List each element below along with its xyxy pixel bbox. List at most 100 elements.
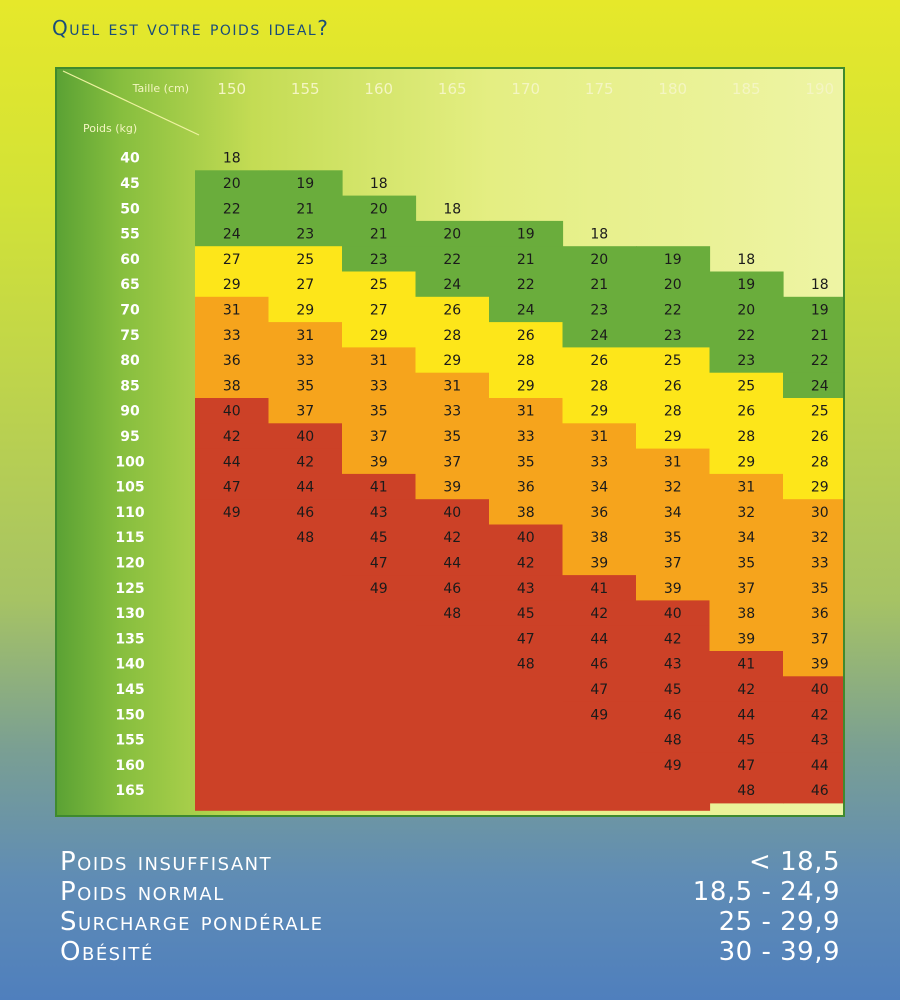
bmi-value-label: 20 [737,302,755,318]
bmi-cell [415,398,490,424]
bmi-value-label: 26 [443,302,461,318]
bmi-cell [562,473,637,500]
bmi-value-label: 22 [517,277,535,293]
bmi-value-label: 25 [664,353,682,369]
bmi-value-label: 48 [443,606,461,622]
bmi-cell [489,347,564,374]
bmi-cell [783,676,843,703]
bmi-value-label: 18 [370,176,388,192]
bmi-value-label: 18 [811,277,829,293]
bmi-value-label: 42 [296,454,314,470]
bmi-cell [489,549,564,576]
bmi-value-label: 29 [517,378,535,394]
weight-tick-label: 135 [115,631,144,647]
bmi-value-label: 39 [590,555,608,571]
bmi-value-label: 40 [223,404,241,420]
bmi-cell [709,524,784,551]
bmi-value-label: 31 [664,454,682,470]
bmi-value-label: 37 [737,581,755,597]
bmi-value-label: 41 [737,657,755,673]
bmi-cell [342,575,417,601]
legend-row-underweight: Poids insuffisant < 18,5 [60,847,840,877]
bmi-cell [415,220,490,247]
bmi-cell [489,372,564,399]
bmi-value-label: 42 [443,530,461,546]
bmi-cell [709,777,784,804]
bmi-cell [342,220,417,247]
bmi-value-label: 19 [517,227,535,243]
bmi-cell [415,423,490,450]
bmi-value-label: 21 [811,328,829,344]
bmi-cell [783,322,843,348]
bmi-cell [709,625,784,652]
bmi-cell [562,701,637,728]
bmi-value-label: 33 [296,353,314,369]
bmi-cell [415,600,490,627]
legend-range: 25 - 29,9 [718,907,840,937]
bmi-value-label: 38 [590,530,608,546]
height-tick-label: 155 [291,80,320,98]
bmi-value-label: 36 [590,505,608,521]
bmi-cell [268,473,343,500]
bmi-value-label: 18 [737,252,755,268]
bmi-cell [709,372,784,399]
bmi-value-label: 36 [223,353,241,369]
bmi-legend: Poids insuffisant < 18,5 Poids normal 18… [60,847,840,967]
bmi-value-label: 19 [811,302,829,318]
bmi-value-label: 23 [664,328,682,344]
bmi-cell [636,271,711,298]
bmi-cell [562,549,637,576]
weight-tick-label: 140 [115,657,144,673]
bmi-value-label: 25 [737,378,755,394]
weight-tick-label: 75 [120,328,139,344]
bmi-value-label: 20 [443,227,461,243]
bmi-value-label: 41 [590,581,608,597]
bmi-value-label: 38 [517,505,535,521]
bmi-value-label: 44 [737,707,755,723]
bmi-cell [342,195,417,222]
bmi-value-label: 19 [664,252,682,268]
bmi-value-label: 42 [664,631,682,647]
bmi-value-label: 40 [517,530,535,546]
bmi-value-label: 48 [664,733,682,749]
bmi-cell [562,600,637,627]
bmi-value-label: 31 [296,328,314,344]
cell-fills [195,170,843,811]
bmi-value-label: 35 [443,429,461,445]
bmi-cell-fill [195,524,270,811]
bmi-cell [636,322,711,348]
legend-label: Poids normal [60,877,225,907]
height-tick-label: 185 [732,80,761,98]
weight-tick-label: 95 [120,429,139,445]
bmi-cell [489,651,564,677]
bmi-cell [268,499,343,526]
bmi-cell [636,549,711,576]
bmi-value-label: 48 [517,657,535,673]
bmi-value-label: 21 [370,227,388,243]
bmi-cell [415,549,490,576]
height-tick-label: 175 [585,80,614,98]
bmi-cell [195,220,270,247]
bmi-cell [342,296,417,323]
bmi-value-label: 30 [811,505,829,521]
bmi-cell [195,347,270,374]
bmi-value-label: 23 [737,353,755,369]
bmi-value-label: 24 [811,378,829,394]
bmi-value-label: 46 [590,657,608,673]
bmi-cell [489,271,564,298]
weight-tick-label: 55 [120,227,139,243]
bmi-grid: Taille (cm) Poids (kg) 150 155 160 165 170 17… [62,70,843,811]
bmi-value-label: 44 [296,480,314,496]
bmi-cell [562,398,637,424]
height-tick-label: 180 [658,80,687,98]
legend-range: 18,5 - 24,9 [692,877,840,907]
legend-range: 30 - 39,9 [718,937,840,967]
bmi-value-label: 45 [370,530,388,546]
weight-tick-label: 145 [115,682,144,698]
bmi-value-label: 20 [370,201,388,217]
column-header-label: Taille (cm) [132,82,189,95]
bmi-cell [783,625,843,652]
bmi-cell [562,524,637,551]
bmi-cell [195,170,270,197]
bmi-cell [636,625,711,652]
